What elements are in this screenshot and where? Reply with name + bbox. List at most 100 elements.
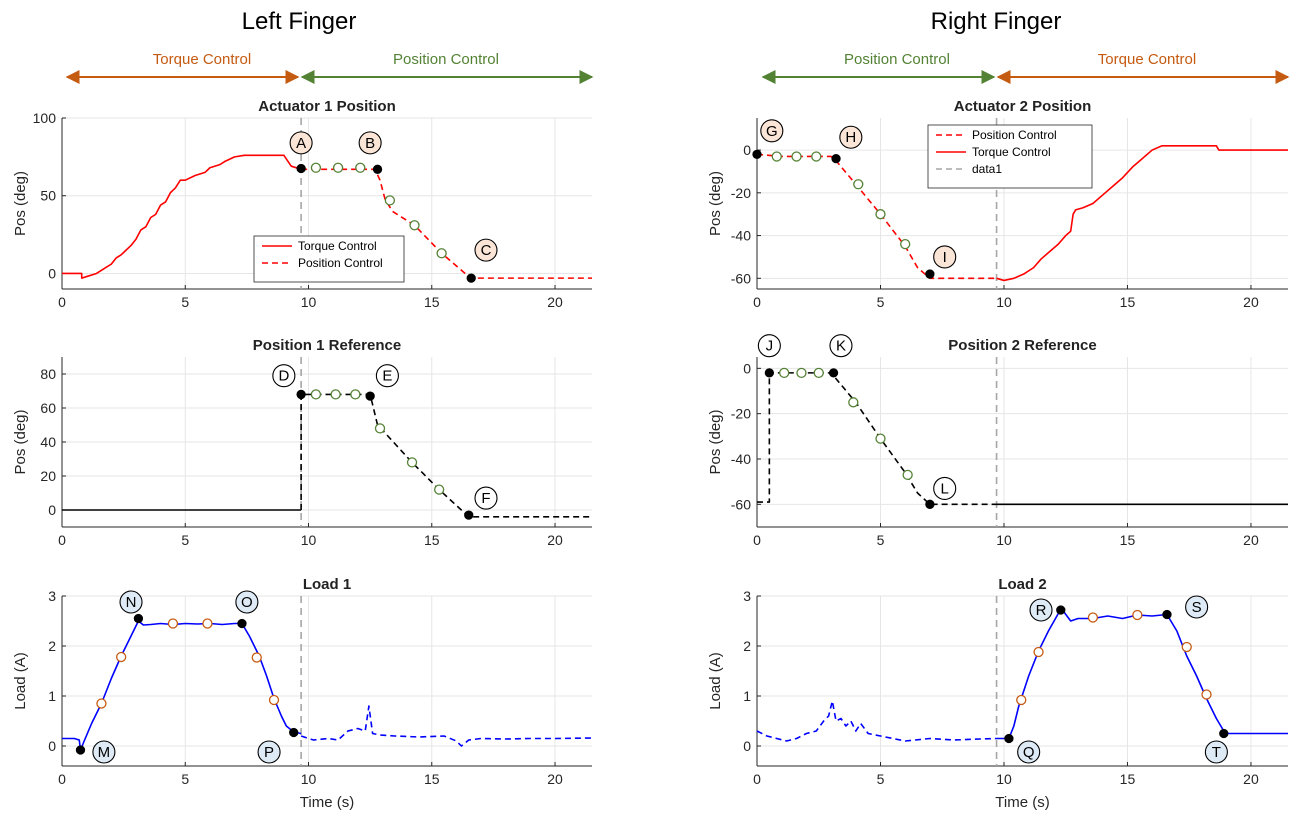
chart3-x-tick-label-2: 10 [301, 771, 317, 787]
chart2-marker-9 [464, 510, 474, 520]
chart2-marker-3 [330, 389, 341, 400]
chart2-marker-4 [350, 389, 361, 400]
chart3-point-label-text-N: N [126, 594, 137, 611]
chart4-marker-6 [853, 179, 864, 190]
chart5-y-tick-label-3: 0 [743, 360, 751, 376]
chart5-marker-3 [796, 367, 807, 379]
chart1-y-tick-label-1: 50 [40, 188, 56, 204]
chart1-ylabel: Pos (deg) [12, 171, 29, 236]
chart6-x-tick-label-1: 5 [877, 771, 885, 787]
chart4-x-tick-label-0: 0 [753, 294, 761, 310]
right-position-control-label: Position Control [844, 51, 950, 68]
chart4-marker-3 [791, 151, 802, 162]
chart2-ylabel: Pos (deg) [12, 409, 29, 474]
chart3-point-label-circle-M [92, 740, 116, 764]
chart3-y-tick-label-3: 3 [48, 588, 56, 604]
chart4-marker-9 [925, 269, 935, 279]
chart2-point-label-E: E [375, 364, 399, 388]
chart6-y-tick-label-0: 0 [743, 738, 751, 754]
chart6-marker-5 [1087, 612, 1099, 623]
chart5-marker-1 [764, 368, 774, 378]
chart5-marker-8 [902, 469, 913, 481]
chart4-point-label-G: G [760, 119, 784, 143]
chart2-point-label-text-E: E [382, 368, 392, 385]
chart5-title: Position 2 Reference [948, 337, 1096, 354]
chart6-point-label-T: T [1204, 740, 1228, 764]
chart1-y-tick-label-0: 0 [48, 265, 56, 281]
chart2-y-tick-label-3: 60 [40, 400, 56, 416]
chart2-point-label-text-F: F [481, 490, 490, 507]
chart1-marker-2 [310, 162, 322, 173]
chart2-point-label-circle-E [375, 364, 399, 388]
chart4-marker-1 [752, 149, 762, 159]
chart3-xlabel: Time (s) [300, 794, 354, 811]
chart2-marker-2 [310, 389, 322, 400]
chart5-x-tick-label-0: 0 [753, 532, 761, 548]
chart3-x-tick-label-1: 5 [181, 771, 189, 787]
chart4-ylabel: Pos (deg) [707, 171, 724, 236]
chart1-x-tick-label-3: 15 [424, 294, 440, 310]
chart3-point-label-N: N [119, 590, 143, 614]
chart3-x-tick-label-3: 15 [424, 771, 440, 787]
chart1-x-tick-label-4: 20 [547, 294, 563, 310]
chart1-x-tick-label-2: 10 [301, 294, 317, 310]
chart1-marker-8 [436, 248, 447, 259]
chart2-point-label-F: F [474, 486, 498, 510]
right-finger-title: Right Finger [931, 8, 1062, 35]
chart2-x-tick-label-3: 15 [424, 532, 440, 548]
chart4-legend-box [927, 124, 1093, 189]
chart5-plot-area [757, 357, 1288, 527]
chart4-marker-4 [811, 151, 822, 162]
chart2-x-tick-label-0: 0 [58, 532, 66, 548]
chart-panel-6: 0 5 10 15 20 0 1 2 3 Load 2 Load (A) Time (s) Q R S T [707, 576, 1288, 811]
chart3-marker-2 [96, 698, 107, 709]
chart-panel-1: 0 5 10 15 20 0 50 100 Actuator 1 Position Pos (de… [12, 98, 592, 310]
chart2-marker-7 [406, 457, 418, 468]
chart1-point-label-text-B: B [365, 135, 375, 152]
chart3-marker-8 [251, 652, 262, 663]
chart5-point-label-L: L [933, 476, 957, 501]
chart3-ylabel: Load (A) [12, 652, 29, 710]
chart6-plot-area [757, 596, 1288, 766]
chart5-series-1 [757, 372, 997, 506]
chart4-legend-label-1: Position Control [972, 128, 1057, 142]
chart1-point-label-circle-B [358, 131, 382, 155]
chart1-marker-9 [466, 273, 476, 283]
chart3-point-label-text-P: P [264, 744, 274, 761]
chart5-point-label-text-K: K [836, 338, 846, 355]
chart-panel-2: 0 5 10 15 20 0 20 40 60 80 Position 1 Reference Pos… [12, 337, 592, 548]
chart2-y-tick-label-1: 20 [40, 468, 56, 484]
chart4-x-tick-label-1: 5 [877, 294, 885, 310]
chart6-title: Load 2 [998, 576, 1046, 593]
chart3-y-tick-label-1: 1 [48, 688, 56, 704]
chart3-x-tick-label-0: 0 [58, 771, 66, 787]
chart3-point-label-P: P [257, 740, 281, 764]
chart6-x-tick-label-0: 0 [753, 771, 761, 787]
chart3-title: Load 1 [303, 576, 351, 593]
chart1-x-tick-label-0: 0 [58, 294, 66, 310]
chart1-point-label-circle-A [289, 131, 313, 155]
left-position-control-label: Position Control [393, 51, 499, 68]
chart4-series-2 [996, 144, 1288, 282]
chart2-marker-5 [365, 391, 375, 401]
chart3-y-tick-label-2: 2 [48, 638, 56, 654]
chart1-point-label-text-A: A [296, 135, 306, 152]
left-finger-title: Left Finger [242, 8, 357, 35]
chart4-y-tick-label-3: 0 [743, 142, 751, 158]
chart6-y-tick-label-2: 2 [743, 638, 751, 654]
chart5-x-tick-label-3: 15 [1120, 532, 1136, 548]
chart-panel-4: 0 5 10 15 20 -60 -40 -20 0 Actuator 2 Position Pos… [707, 98, 1288, 310]
chart3-marker-10 [289, 727, 299, 738]
chart4-legend-label-2: Torque Control [972, 145, 1051, 159]
chart1-marker-4 [355, 162, 366, 173]
chart3-point-label-circle-O [235, 590, 259, 614]
chart5-marker-7 [875, 433, 886, 444]
chart5-marker-9 [925, 499, 935, 509]
chart2-x-tick-label-4: 20 [547, 532, 563, 548]
chart6-point-label-circle-R [1029, 598, 1053, 622]
chart6-point-label-text-Q: Q [1023, 744, 1035, 761]
chart-panel-5: 0 5 10 15 20 -60 -40 -20 0 Position 2 Reference Po… [707, 334, 1288, 548]
chart2-x-tick-label-2: 10 [301, 532, 317, 548]
